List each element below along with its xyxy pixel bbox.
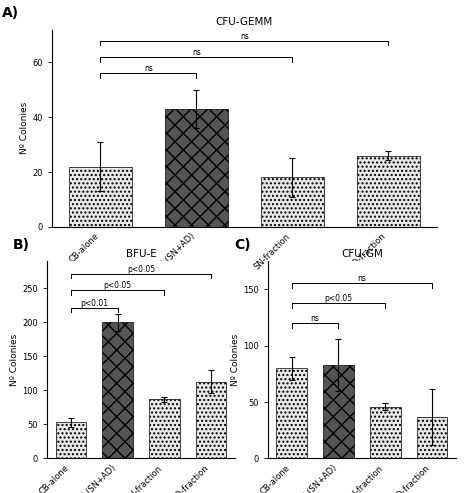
Text: A): A) xyxy=(1,6,19,20)
Text: B): B) xyxy=(13,238,30,251)
Y-axis label: Nº Colonies: Nº Colonies xyxy=(20,102,29,154)
Text: p<0.01: p<0.01 xyxy=(80,299,108,308)
Text: ns: ns xyxy=(358,274,366,282)
Text: ns: ns xyxy=(240,32,249,40)
Bar xyxy=(69,167,132,227)
Text: p<0.05: p<0.05 xyxy=(127,265,155,274)
Title: CFU-GEMM: CFU-GEMM xyxy=(216,17,273,28)
Text: ns: ns xyxy=(311,314,320,323)
Y-axis label: Nº Colonies: Nº Colonies xyxy=(231,334,240,386)
Bar xyxy=(165,109,227,227)
Text: ns: ns xyxy=(192,48,201,57)
Y-axis label: Nº Colonies: Nº Colonies xyxy=(10,334,19,386)
Bar xyxy=(261,177,323,227)
Bar xyxy=(323,365,354,458)
Text: ns: ns xyxy=(144,65,153,73)
Bar xyxy=(417,417,447,458)
Bar xyxy=(55,423,86,458)
Title: CFU-GM: CFU-GM xyxy=(341,249,383,259)
Bar xyxy=(370,407,400,458)
Text: p<0.05: p<0.05 xyxy=(103,281,132,290)
Bar xyxy=(196,382,227,458)
Bar xyxy=(149,399,180,458)
Text: C): C) xyxy=(234,238,251,251)
Title: BFU-E: BFU-E xyxy=(125,249,157,259)
Bar xyxy=(276,368,307,458)
Bar xyxy=(102,322,133,458)
Text: p<0.05: p<0.05 xyxy=(324,294,352,303)
Bar xyxy=(357,156,420,227)
